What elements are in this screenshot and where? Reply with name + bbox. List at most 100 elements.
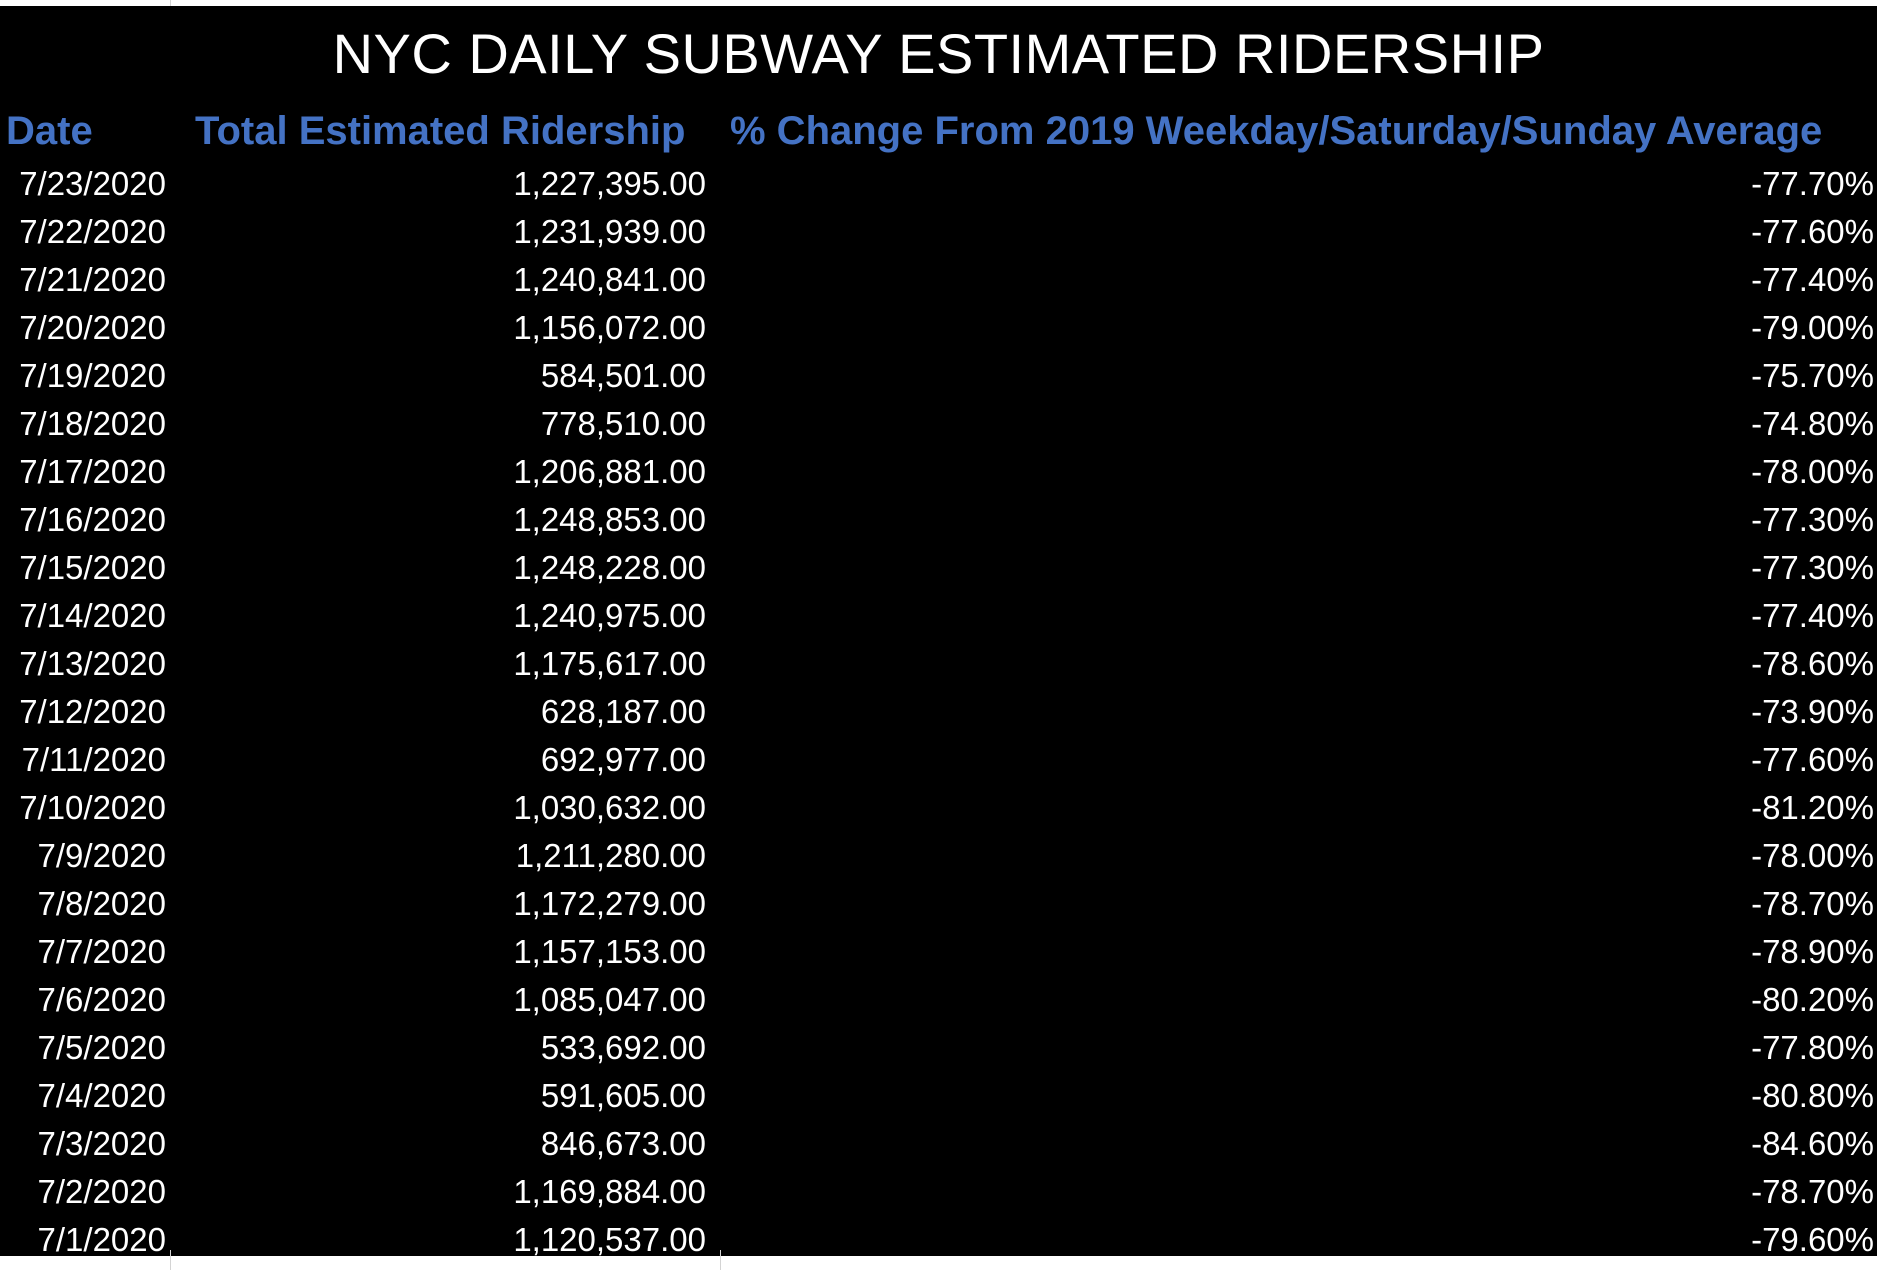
ridership-cell[interactable]: 533,692.00 [540,1029,706,1066]
percent-change-cell[interactable]: -78.70% [1751,885,1874,922]
table-row: 7/16/2020 1,248,853.00 -77.30% [0,496,1877,544]
percent-change-cell[interactable]: -84.60% [1751,1125,1874,1162]
date-cell[interactable]: 7/4/2020 [37,1077,166,1114]
date-cell[interactable]: 7/7/2020 [37,933,166,970]
ridership-cell[interactable]: 591,605.00 [540,1077,706,1114]
table-row: 7/8/2020 1,172,279.00 -78.70% [0,880,1877,928]
ridership-cell[interactable]: 778,510.00 [540,405,706,442]
percent-change-cell[interactable]: -78.70% [1751,1173,1874,1210]
percent-change-cell[interactable]: -78.60% [1751,645,1874,682]
ridership-cell[interactable]: 1,169,884.00 [513,1173,706,1210]
table-row: 7/1/2020 1,120,537.00 -79.60% [0,1216,1877,1256]
spreadsheet-range[interactable]: NYC DAILY SUBWAY ESTIMATED RIDERSHIP Dat… [0,6,1877,1256]
ridership-cell[interactable]: 1,240,975.00 [513,597,706,634]
table-row: 7/18/2020 778,510.00 -74.80% [0,400,1877,448]
table-row: 7/9/2020 1,211,280.00 -78.00% [0,832,1877,880]
table-row: 7/6/2020 1,085,047.00 -80.20% [0,976,1877,1024]
column-gridline [170,0,171,6]
percent-change-cell[interactable]: -74.80% [1751,405,1874,442]
date-cell[interactable]: 7/15/2020 [19,549,166,586]
table-row: 7/2/2020 1,169,884.00 -78.70% [0,1168,1877,1216]
percent-change-cell[interactable]: -75.70% [1751,357,1874,394]
date-cell[interactable]: 7/11/2020 [21,741,166,778]
percent-change-cell[interactable]: -78.90% [1751,933,1874,970]
header-total-ridership[interactable]: Total Estimated Ridership [195,109,686,153]
date-cell[interactable]: 7/2/2020 [37,1173,166,1210]
ridership-cell[interactable]: 584,501.00 [540,357,706,394]
date-cell[interactable]: 7/8/2020 [37,885,166,922]
percent-change-cell[interactable]: -77.80% [1751,1029,1874,1066]
table-row: 7/14/2020 1,240,975.00 -77.40% [0,592,1877,640]
ridership-cell[interactable]: 1,231,939.00 [513,213,706,250]
ridership-cell[interactable]: 1,172,279.00 [513,885,706,922]
table-row: 7/20/2020 1,156,072.00 -79.00% [0,304,1877,352]
column-gridline [720,1250,721,1270]
ridership-cell[interactable]: 1,156,072.00 [513,309,706,346]
ridership-cell[interactable]: 1,248,853.00 [513,501,706,538]
ridership-cell[interactable]: 628,187.00 [540,693,706,730]
column-gridline [170,1250,171,1270]
date-cell[interactable]: 7/20/2020 [19,309,166,346]
percent-change-cell[interactable]: -77.30% [1751,501,1874,538]
sheet-title[interactable]: NYC DAILY SUBWAY ESTIMATED RIDERSHIP [332,22,1545,85]
ridership-cell[interactable]: 1,085,047.00 [513,981,706,1018]
table-row: 7/12/2020 628,187.00 -73.90% [0,688,1877,736]
percent-change-cell[interactable]: -77.40% [1751,261,1874,298]
date-cell[interactable]: 7/13/2020 [19,645,166,682]
ridership-cell[interactable]: 1,211,280.00 [515,837,706,874]
date-cell[interactable]: 7/21/2020 [19,261,166,298]
header-percent-change[interactable]: % Change From 2019 Weekday/Saturday/Sund… [730,109,1823,153]
table-row: 7/19/2020 584,501.00 -75.70% [0,352,1877,400]
ridership-cell[interactable]: 692,977.00 [540,741,706,778]
date-cell[interactable]: 7/1/2020 [37,1221,166,1256]
table-row: 7/4/2020 591,605.00 -80.80% [0,1072,1877,1120]
date-cell[interactable]: 7/23/2020 [19,165,166,202]
ridership-cell[interactable]: 1,206,881.00 [513,453,706,490]
date-cell[interactable]: 7/16/2020 [19,501,166,538]
date-cell[interactable]: 7/18/2020 [19,405,166,442]
ridership-cell[interactable]: 1,157,153.00 [513,933,706,970]
table-row: 7/11/2020 692,977.00 -77.60% [0,736,1877,784]
percent-change-cell[interactable]: -77.70% [1751,165,1874,202]
ridership-cell[interactable]: 1,248,228.00 [513,549,706,586]
percent-change-cell[interactable]: -79.00% [1751,309,1874,346]
percent-change-cell[interactable]: -77.60% [1751,213,1874,250]
ridership-cell[interactable]: 1,175,617.00 [513,645,706,682]
date-cell[interactable]: 7/22/2020 [19,213,166,250]
percent-change-cell[interactable]: -77.30% [1751,549,1874,586]
header-row: Date Total Estimated Ridership % Change … [0,102,1877,160]
percent-change-cell[interactable]: -78.00% [1751,837,1874,874]
table-row: 7/15/2020 1,248,228.00 -77.30% [0,544,1877,592]
table-row: 7/5/2020 533,692.00 -77.80% [0,1024,1877,1072]
date-cell[interactable]: 7/12/2020 [19,693,166,730]
date-cell[interactable]: 7/19/2020 [19,357,166,394]
date-cell[interactable]: 7/3/2020 [37,1125,166,1162]
table-row: 7/10/2020 1,030,632.00 -81.20% [0,784,1877,832]
percent-change-cell[interactable]: -81.20% [1751,789,1874,826]
date-cell[interactable]: 7/17/2020 [19,453,166,490]
ridership-cell[interactable]: 1,030,632.00 [513,789,706,826]
date-cell[interactable]: 7/14/2020 [19,597,166,634]
percent-change-cell[interactable]: -80.80% [1751,1077,1874,1114]
table-row: 7/22/2020 1,231,939.00 -77.60% [0,208,1877,256]
percent-change-cell[interactable]: -80.20% [1751,981,1874,1018]
ridership-cell[interactable]: 846,673.00 [540,1125,706,1162]
percent-change-cell[interactable]: -77.60% [1751,741,1874,778]
date-cell[interactable]: 7/5/2020 [37,1029,166,1066]
table-row: 7/21/2020 1,240,841.00 -77.40% [0,256,1877,304]
header-date[interactable]: Date [6,109,93,153]
date-cell[interactable]: 7/6/2020 [37,981,166,1018]
ridership-cell[interactable]: 1,240,841.00 [513,261,706,298]
ridership-cell[interactable]: 1,120,537.00 [513,1221,706,1256]
date-cell[interactable]: 7/10/2020 [19,789,166,826]
date-cell[interactable]: 7/9/2020 [37,837,166,874]
data-rows: 7/23/2020 1,227,395.00 -77.70% 7/22/2020 1,2… [0,160,1877,1256]
percent-change-cell[interactable]: -77.40% [1751,597,1874,634]
ridership-cell[interactable]: 1,227,395.00 [513,165,706,202]
percent-change-cell[interactable]: -79.60% [1751,1221,1874,1256]
table-row: 7/23/2020 1,227,395.00 -77.70% [0,160,1877,208]
percent-change-cell[interactable]: -78.00% [1751,453,1874,490]
table-row: 7/17/2020 1,206,881.00 -78.00% [0,448,1877,496]
table-row: 7/3/2020 846,673.00 -84.60% [0,1120,1877,1168]
percent-change-cell[interactable]: -73.90% [1751,693,1874,730]
